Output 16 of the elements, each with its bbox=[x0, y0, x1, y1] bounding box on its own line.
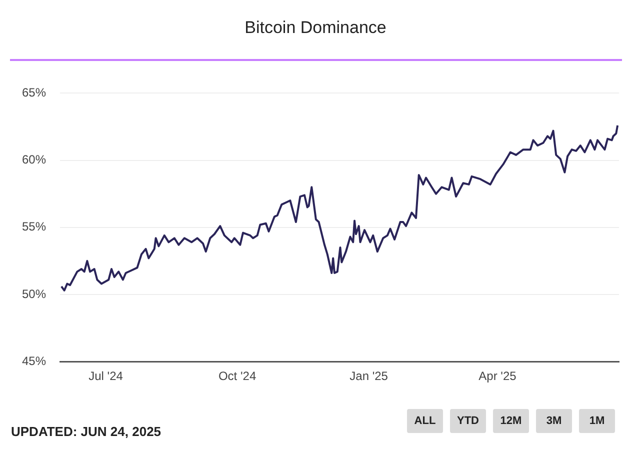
y-tick-label: 55% bbox=[22, 220, 46, 234]
text: 1M bbox=[579, 409, 615, 433]
y-tick-label: 65% bbox=[22, 86, 46, 100]
x-tick-label: Oct '24 bbox=[218, 369, 256, 384]
y-tick-label: 60% bbox=[22, 152, 46, 167]
text: UPDATED: JUN 24, 2025 bbox=[11, 424, 162, 439]
x-tick-label: Jul '24 bbox=[88, 369, 124, 384]
x-tick-label: Apr '25 bbox=[478, 369, 517, 384]
text: 12M bbox=[493, 409, 529, 433]
y-tick-label: 45% bbox=[22, 354, 46, 368]
x-tick-label: Jan '25 bbox=[350, 369, 388, 384]
text: 3M bbox=[536, 409, 572, 433]
text: YTD bbox=[450, 409, 486, 433]
text: ALL bbox=[407, 409, 443, 433]
chart-title: Bitcoin Dominance bbox=[244, 18, 388, 38]
y-tick-label: 50% bbox=[22, 286, 46, 301]
